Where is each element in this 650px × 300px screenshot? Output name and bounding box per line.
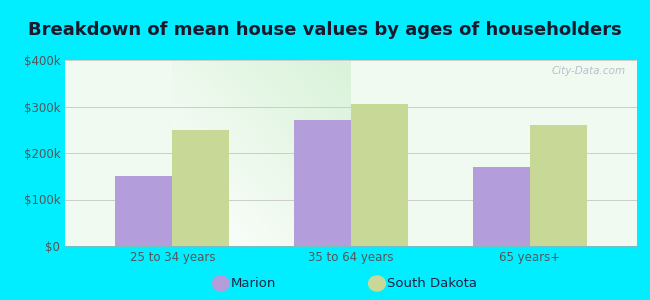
Text: City-Data.com: City-Data.com [551, 66, 625, 76]
Bar [530, 125, 587, 246]
Text: Marion: Marion [231, 277, 276, 290]
Bar [351, 104, 408, 246]
Bar [473, 167, 530, 246]
Bar [115, 176, 172, 246]
Text: Breakdown of mean house values by ages of householders: Breakdown of mean house values by ages o… [28, 21, 622, 39]
Bar [172, 130, 229, 246]
Bar [294, 120, 351, 246]
Text: South Dakota: South Dakota [387, 277, 476, 290]
